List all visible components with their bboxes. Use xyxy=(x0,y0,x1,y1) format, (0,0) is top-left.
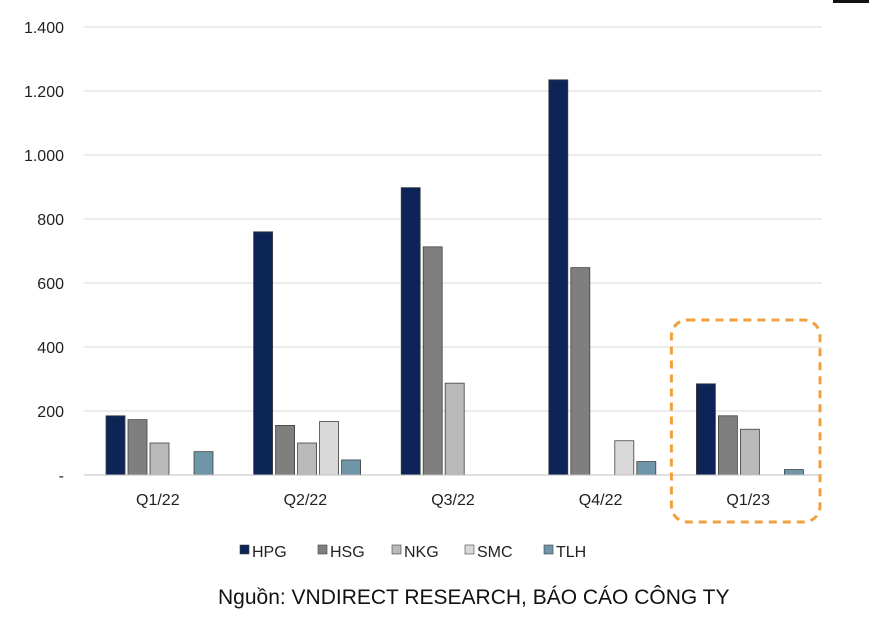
y-tick-label: 1.000 xyxy=(24,148,64,165)
bar-tlh-q1-23 xyxy=(784,469,804,476)
legend-swatch-tlh xyxy=(543,544,554,555)
bar-hpg-q2-22 xyxy=(253,231,274,476)
bar-smc-q4-22 xyxy=(614,440,635,476)
bar-smc-q2-22 xyxy=(319,421,340,476)
legend-swatch-hpg xyxy=(239,544,250,555)
legend-label-nkg: NKG xyxy=(404,544,439,561)
legend-label-tlh: TLH xyxy=(556,544,586,561)
bar-tlh-q1-22 xyxy=(193,451,214,476)
x-tick-label: Q3/22 xyxy=(431,492,475,509)
corner-mark xyxy=(833,0,869,3)
x-tick-label: Q2/22 xyxy=(284,492,328,509)
legend-swatch-nkg xyxy=(391,544,402,555)
x-tick-label: Q1/22 xyxy=(136,492,180,509)
y-tick-label: 600 xyxy=(37,276,64,293)
highlight-box xyxy=(669,318,822,524)
bar-tlh-q2-22 xyxy=(341,459,362,476)
y-tick-label: - xyxy=(59,468,64,485)
legend-swatch-hsg xyxy=(317,544,328,555)
x-axis: Q1/22 Q2/22 Q3/22 Q4/22 Q1/23 xyxy=(84,474,822,509)
bar-hpg-q1-23 xyxy=(696,383,716,476)
y-tick-label: 1.400 xyxy=(24,20,64,37)
bar-hsg-q4-22 xyxy=(570,267,591,476)
highlight-frame xyxy=(669,318,822,524)
legend-label-smc: SMC xyxy=(477,544,513,561)
bar-hpg-q1-22 xyxy=(105,415,126,476)
legend-label-hpg: HPG xyxy=(252,544,287,561)
y-tick-label: 800 xyxy=(37,212,64,229)
bar-nkg-q1-23 xyxy=(740,428,760,476)
source-note: Nguồn: VNDIRECT RESEARCH, BÁO CÁO CÔNG T… xyxy=(218,586,730,609)
bar-hsg-q1-22 xyxy=(127,419,148,476)
bar-nkg-q3-22 xyxy=(444,382,465,476)
bar-hsg-q1-23 xyxy=(718,415,738,476)
bar-nkg-q1-22 xyxy=(149,442,170,476)
y-tick-label: 400 xyxy=(37,340,64,357)
x-tick-label: Q4/22 xyxy=(579,492,623,509)
bar-hpg-q3-22 xyxy=(400,187,421,476)
gridlines xyxy=(84,26,822,412)
bar-hpg-q4-22 xyxy=(548,79,569,476)
y-axis: - 200 400 600 800 1.000 1.200 1.400 xyxy=(24,20,64,485)
bar-hsg-q2-22 xyxy=(275,424,296,476)
x-tick-label: Q1/23 xyxy=(726,492,770,509)
y-tick-label: 200 xyxy=(37,404,64,421)
bar-tlh-q4-22 xyxy=(636,461,657,476)
y-tick-label: 1.200 xyxy=(24,84,64,101)
legend-swatch-smc xyxy=(464,544,475,555)
bar-hsg-q3-22 xyxy=(422,246,443,476)
bar-nkg-q2-22 xyxy=(297,442,318,476)
legend: HPG HSG NKG SMC TLH xyxy=(239,544,586,561)
bars xyxy=(105,79,804,476)
legend-label-hsg: HSG xyxy=(330,544,365,561)
